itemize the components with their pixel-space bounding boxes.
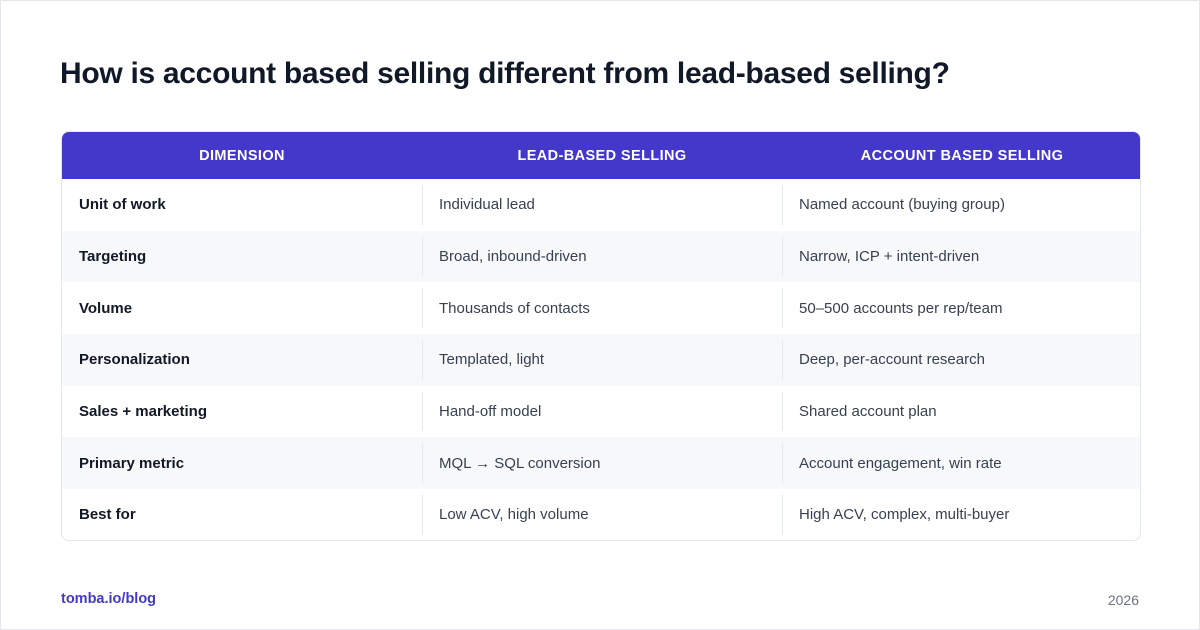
table-row: Primary metric MQL → SQL conversion Acco…	[62, 437, 1140, 490]
table-body: Unit of work Individual lead Named accou…	[62, 179, 1140, 540]
table-row: Sales + marketing Hand-off model Shared …	[62, 386, 1140, 438]
table-header: DIMENSION LEAD-BASED SELLING ACCOUNT BAS…	[62, 132, 1140, 179]
dimension-cell: Volume	[79, 299, 133, 317]
account-based-cell: Narrow, ICP + intent-driven	[782, 231, 1140, 283]
dimension-cell: Primary metric	[79, 454, 185, 472]
table-row: Unit of work Individual lead Named accou…	[62, 179, 1140, 231]
lead-based-cell: MQL → SQL conversion	[422, 437, 782, 489]
table-row: Personalization Templated, light Deep, p…	[62, 334, 1140, 386]
column-header-account-based: ACCOUNT BASED SELLING	[860, 147, 1064, 164]
account-based-cell: Account engagement, win rate	[782, 437, 1140, 489]
lead-based-cell: Broad, inbound-driven	[422, 231, 782, 283]
column-header-lead-based: LEAD-BASED SELLING	[517, 147, 687, 164]
lead-based-cell: Low ACV, high volume	[422, 489, 782, 540]
account-based-cell: 50–500 accounts per rep/team	[782, 282, 1140, 334]
table-row: Best for Low ACV, high volume High ACV, …	[62, 489, 1140, 540]
page-title: How is account based selling different f…	[60, 57, 950, 90]
source-link[interactable]: tomba.io/blog	[61, 591, 157, 607]
account-based-cell: High ACV, complex, multi-buyer	[782, 489, 1140, 540]
table-row: Targeting Broad, inbound-driven Narrow, …	[62, 230, 1140, 283]
lead-based-cell: Thousands of contacts	[422, 282, 782, 334]
comparison-table: DIMENSION LEAD-BASED SELLING ACCOUNT BAS…	[61, 131, 1141, 541]
dimension-cell: Personalization	[79, 351, 190, 369]
account-based-cell: Deep, per-account research	[782, 334, 1140, 386]
lead-based-cell: Templated, light	[422, 334, 782, 386]
lead-based-cell: Hand-off model	[422, 386, 782, 438]
account-based-cell: Shared account plan	[782, 386, 1140, 438]
dimension-cell: Unit of work	[79, 196, 166, 214]
dimension-cell: Sales + marketing	[79, 403, 207, 421]
column-header-dimension: DIMENSION	[199, 147, 285, 164]
lead-based-cell: Individual lead	[422, 179, 782, 231]
account-based-cell: Named account (buying group)	[782, 179, 1140, 231]
year-label: 2026	[1107, 592, 1139, 608]
dimension-cell: Targeting	[79, 248, 147, 266]
table-row: Volume Thousands of contacts 50–500 acco…	[62, 282, 1140, 334]
dimension-cell: Best for	[79, 506, 136, 524]
